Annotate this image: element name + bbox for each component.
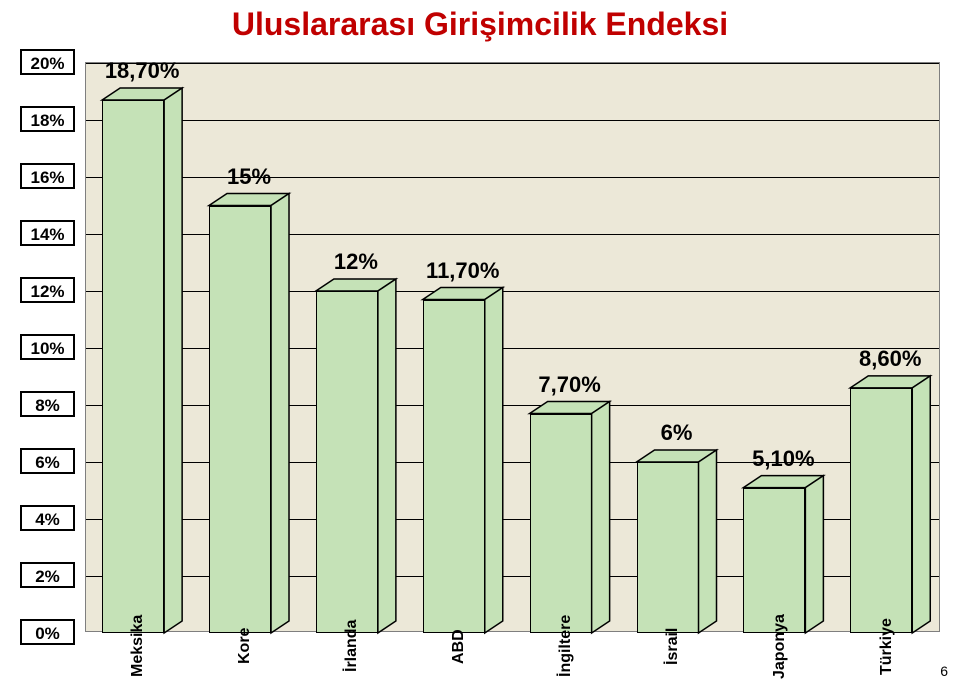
x-tick-label: İsrail <box>664 645 682 665</box>
y-tick: 8% <box>20 391 75 417</box>
bar-depth <box>86 63 941 633</box>
bar <box>86 63 941 633</box>
y-tick: 16% <box>20 163 75 189</box>
y-tick: 10% <box>20 334 75 360</box>
page-number: 6 <box>940 663 948 679</box>
x-tick-label: İngiltere <box>557 657 575 677</box>
x-tick-label: Meksika <box>129 657 147 677</box>
y-tick: 6% <box>20 448 75 474</box>
x-tick-label: İrlanda <box>343 652 361 672</box>
y-tick: 2% <box>20 562 75 588</box>
bar-value-label: 8,60% <box>840 346 940 372</box>
plot-area: 18,70%15%12%11,70%7,70%6%5,10%8,60% <box>85 62 940 632</box>
y-tick: 0% <box>20 619 75 645</box>
x-tick-label: Kore <box>236 644 254 664</box>
chart-title: Uluslararası Girişimcilik Endeksi <box>0 6 960 43</box>
y-tick: 14% <box>20 220 75 246</box>
x-tick-label: Japonya <box>771 659 789 679</box>
y-tick: 20% <box>20 49 75 75</box>
y-tick: 18% <box>20 106 75 132</box>
chart-container: Uluslararası Girişimcilik Endeksi 18,70%… <box>0 0 960 685</box>
y-tick: 4% <box>20 505 75 531</box>
x-tick-label: ABD <box>450 644 468 664</box>
y-tick: 12% <box>20 277 75 303</box>
x-axis-labels: Meksika Kore İrlanda ABD İngiltere İsrail Japo… <box>85 635 940 685</box>
x-tick-label: Türkiye <box>878 655 896 675</box>
